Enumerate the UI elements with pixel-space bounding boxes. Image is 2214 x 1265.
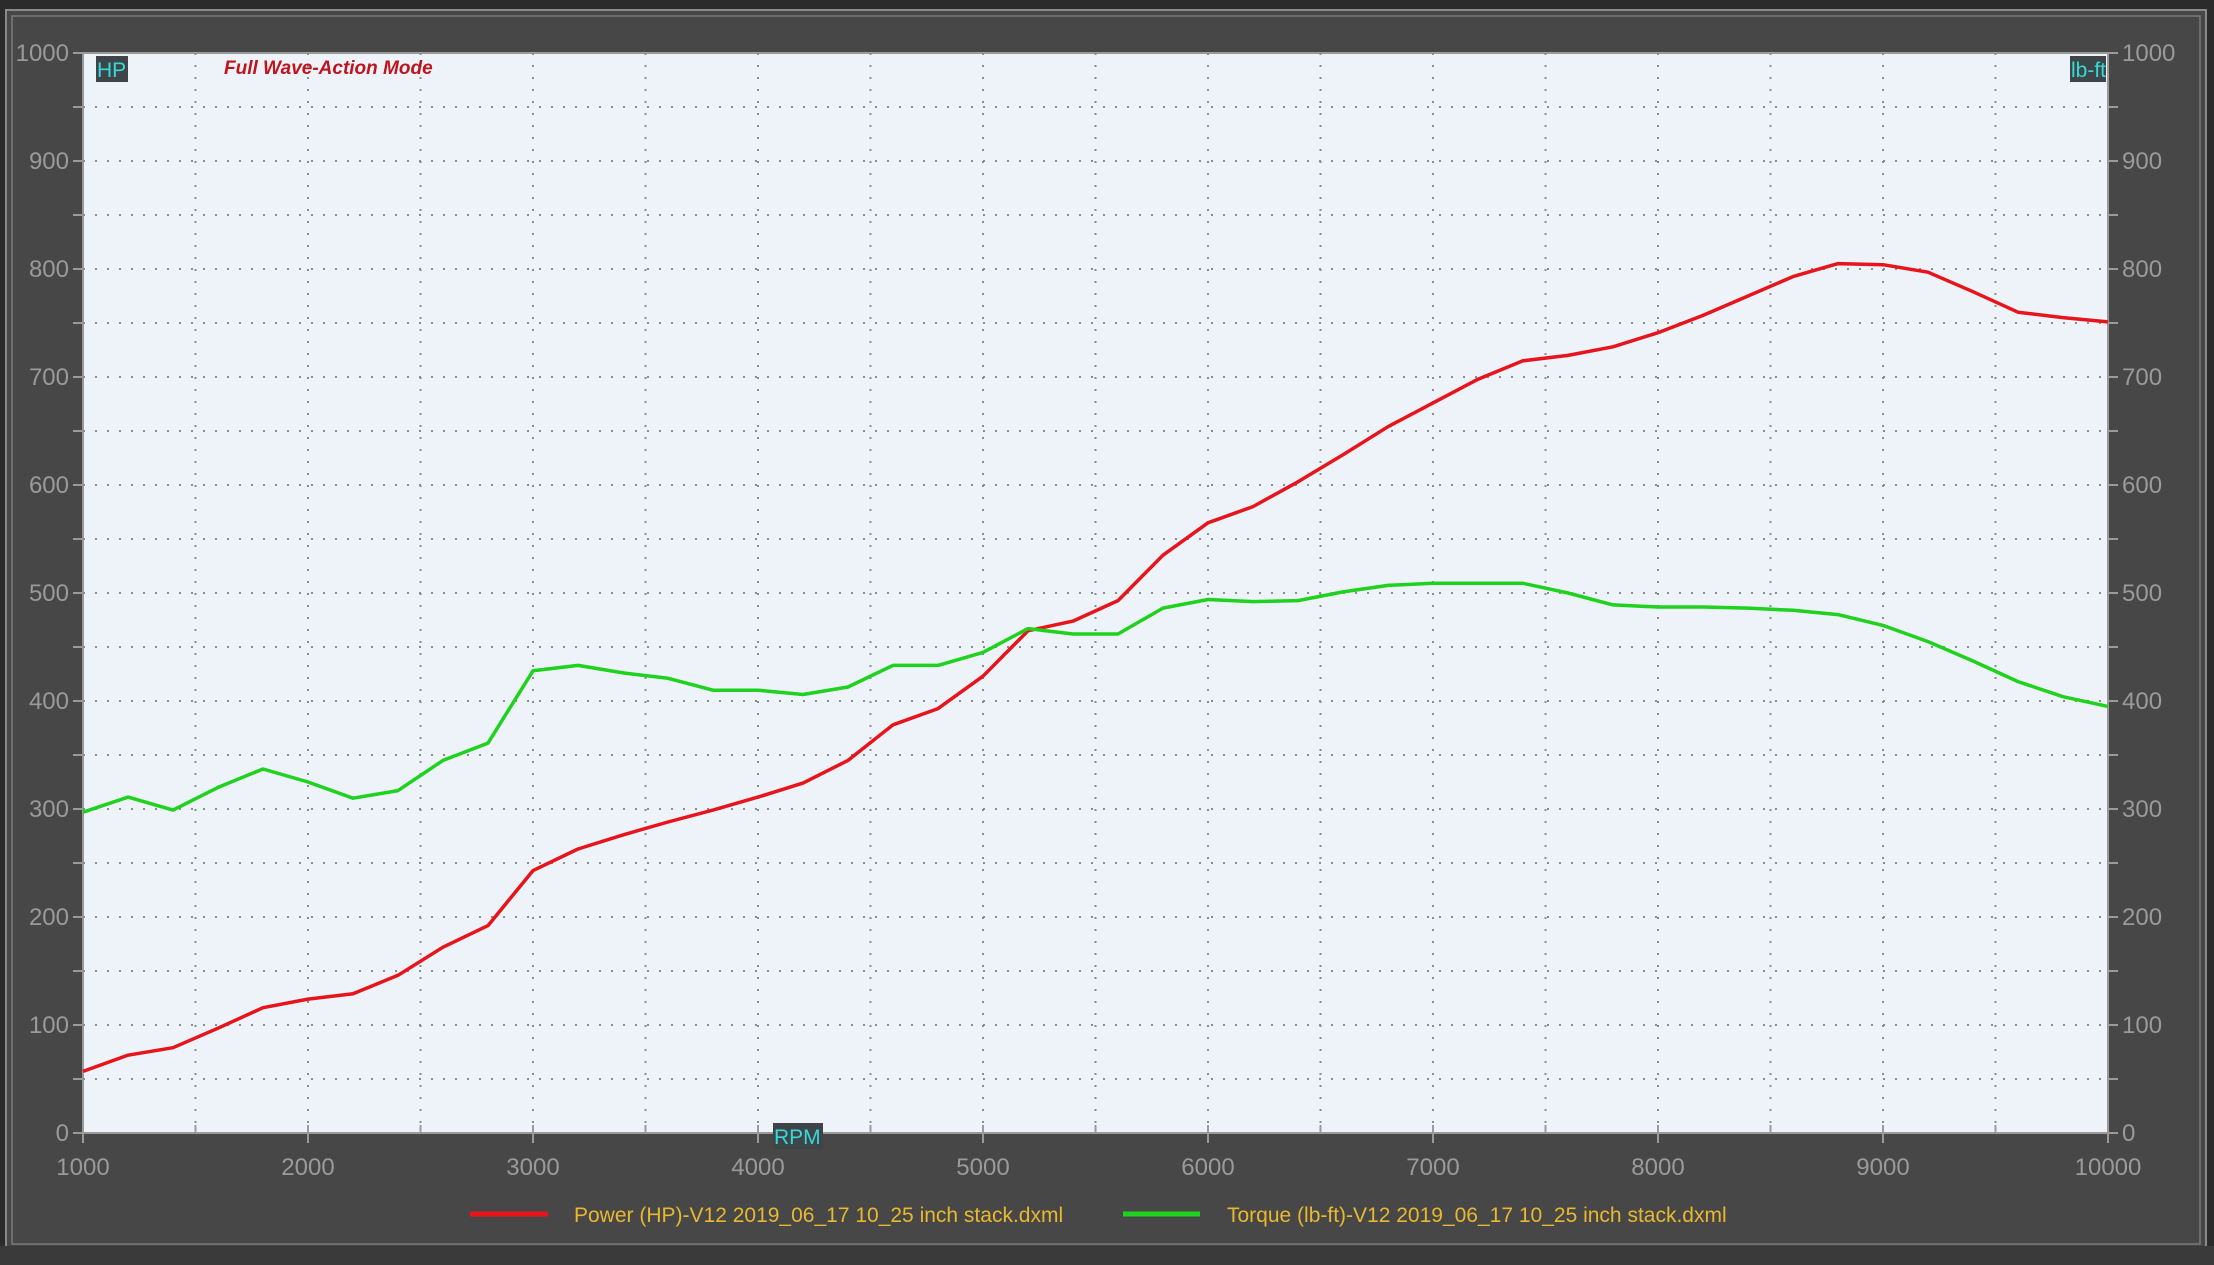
grid [83,53,2108,1133]
left-unit-badge [96,56,128,82]
x-tick-label: 6000 [1181,1154,1234,1181]
x-tick-label: 5000 [956,1154,1009,1181]
series-group [82,261,2109,1074]
y-right-tick-label: 900 [2122,148,2162,175]
panel-inner-border [11,15,2201,1245]
axes: 0 0 100 100 200 200 300 300 400 400 500 500 600 600 70… [16,40,2176,1181]
y-right-tick-label: 100 [2122,1012,2162,1039]
legend-label-power: Power (HP)-V12 2019_06_17 10_25 inch sta… [574,1204,1063,1227]
y-left-tick-label: 700 [29,364,69,391]
y-left-tick-label: 100 [29,1012,69,1039]
x-tick-label: 10000 [2075,1154,2142,1181]
x-tick-label: 1000 [56,1154,109,1181]
x-tick-label: 4000 [731,1154,784,1181]
x-tick-label: 7000 [1406,1154,1459,1181]
x-tick-label: 9000 [1856,1154,1909,1181]
legend: Power (HP)-V12 2019_06_17 10_25 inch sta… [470,1204,1727,1227]
y-left-tick-label: 300 [29,796,69,823]
y-right-tick-label: 0 [2122,1120,2135,1147]
y-right-tick-label: 600 [2122,472,2162,499]
y-left-tick-label: 200 [29,904,69,931]
y-right-tick-label: 1000 [2122,40,2175,67]
y-left-tick-label: 500 [29,580,69,607]
x-tick-label: 8000 [1631,1154,1684,1181]
y-left-tick-label: 0 [56,1120,69,1147]
y-left-tick-label: 800 [29,256,69,283]
y-left-tick-label: 400 [29,688,69,715]
y-right-tick-label: 400 [2122,688,2162,715]
x-axis-label: RPM [774,1126,821,1149]
y-left-tick-label: 1000 [16,40,69,67]
right-unit-badge [2070,56,2106,82]
y-right-tick-label: 200 [2122,904,2162,931]
y-right-tick-label: 800 [2122,256,2162,283]
y-left-tick-label: 900 [29,148,69,175]
x-tick-label: 2000 [281,1154,334,1181]
power-line [82,261,2109,1074]
x-unit-badge [773,1123,823,1149]
right-axis-label: lb-ft [2071,59,2106,82]
x-tick-label: 3000 [506,1154,559,1181]
y-right-tick-label: 500 [2122,580,2162,607]
bottom-strip [0,1246,2214,1265]
chart-title: Full Wave-Action Mode [224,58,433,79]
left-axis-label: HP [97,59,126,82]
y-right-tick-label: 700 [2122,364,2162,391]
legend-label-torque: Torque (lb-ft)-V12 2019_06_17 10_25 inch… [1227,1204,1727,1227]
y-right-tick-label: 300 [2122,796,2162,823]
torque-line [82,581,2109,814]
y-left-tick-label: 600 [29,472,69,499]
